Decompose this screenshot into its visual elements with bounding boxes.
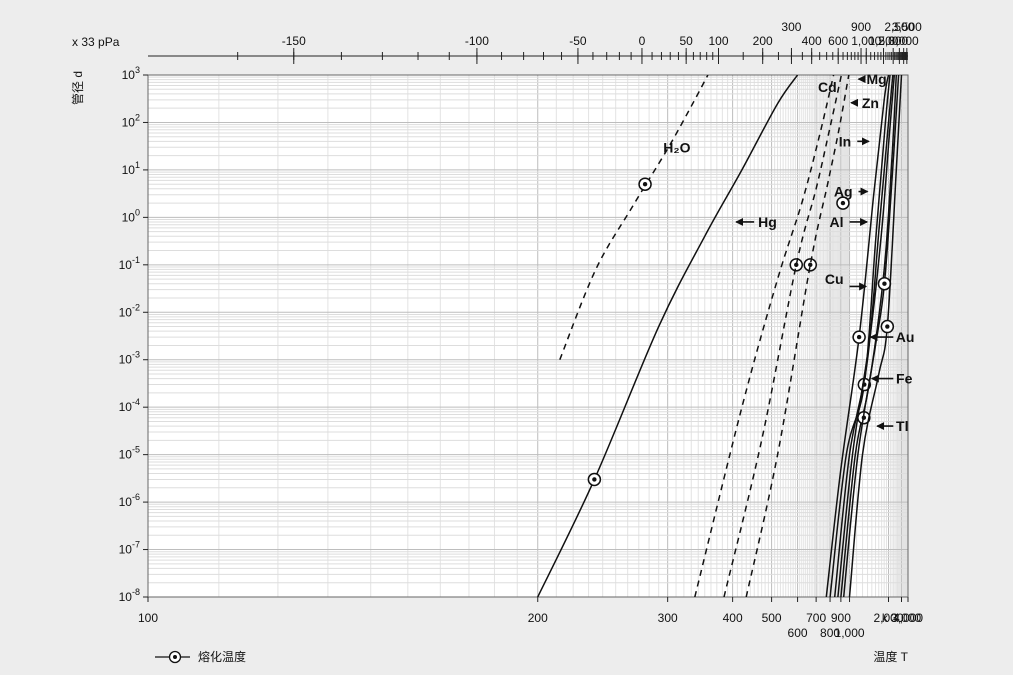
melting-point-dot-h-o bbox=[642, 181, 648, 187]
y-axis-tick-label: 10-6 bbox=[119, 492, 140, 509]
legend-label: 熔化温度 bbox=[198, 649, 246, 664]
series-line-cu bbox=[837, 75, 896, 597]
series-line-tl bbox=[848, 75, 903, 597]
top-axis-tick-label: 400 bbox=[802, 34, 822, 48]
bottom-axis-tick-label: 300 bbox=[658, 611, 678, 625]
plot-area bbox=[148, 75, 908, 597]
y-axis-tick-label: 10-8 bbox=[119, 587, 140, 604]
top-axis-tick-label: 1,000 bbox=[851, 34, 881, 48]
series-label-ag: Ag bbox=[834, 184, 853, 200]
bottom-axis-tick-label: 800 bbox=[820, 626, 840, 640]
series-label-tl: Tl bbox=[896, 418, 908, 434]
y-axis-tick-label: 10-3 bbox=[119, 350, 140, 367]
top-axis-tick-label: 0 bbox=[639, 34, 646, 48]
series-line-fe bbox=[842, 75, 900, 597]
top-axis-tick-label: 600 bbox=[828, 34, 848, 48]
top-axis-tick-label: 50 bbox=[679, 34, 693, 48]
y-axis-title: 管径 d bbox=[70, 71, 85, 105]
top-axis-tick-label: 3,500 bbox=[892, 20, 922, 34]
y-axis-tick-label: 10-1 bbox=[119, 255, 140, 272]
bottom-axis-tick-label: 500 bbox=[762, 611, 782, 625]
top-axis-unit: x 33 pPa bbox=[72, 35, 120, 49]
y-axis-tick-label: 10-5 bbox=[119, 445, 140, 462]
bottom-axis-tick-label: 700 bbox=[806, 611, 826, 625]
series-label-au: Au bbox=[896, 329, 915, 345]
top-axis-tick-label: 900 bbox=[851, 20, 871, 34]
x-axis-title: 温度 T bbox=[873, 649, 908, 664]
bottom-axis-tick-label: 600 bbox=[788, 626, 808, 640]
series-label-mg: Mg bbox=[867, 71, 887, 87]
top-axis-tick-label: 3,000 bbox=[889, 34, 919, 48]
y-axis-tick-label: 10-4 bbox=[119, 397, 140, 414]
bottom-axis-tick-label: 100 bbox=[138, 611, 158, 625]
top-axis-tick-label: -50 bbox=[569, 34, 587, 48]
y-axis-tick-label: 101 bbox=[122, 160, 140, 177]
bottom-axis-tick-label: 2,000 bbox=[873, 611, 903, 625]
plot-frame bbox=[147, 74, 909, 598]
top-axis-tick-label: 2,500 bbox=[884, 20, 914, 34]
melting-point-dot-curve-4 bbox=[840, 200, 846, 206]
melting-point-dot-curve-2 bbox=[794, 262, 799, 268]
melting-point-dot-cd bbox=[808, 262, 813, 268]
y-axis-tick-label: 103 bbox=[122, 65, 140, 82]
y-axis-tick-label: 100 bbox=[122, 207, 140, 224]
series-line-in bbox=[825, 75, 890, 597]
series-label-al: Al bbox=[830, 214, 844, 230]
melting-point-dot-in bbox=[856, 334, 862, 340]
melting-point-dot-tl bbox=[885, 324, 890, 329]
series-label-cu: Cu bbox=[825, 271, 844, 287]
bottom-axis-tick-label: 900 bbox=[831, 611, 851, 625]
top-axis-tick-label: 1,500 bbox=[869, 34, 899, 48]
y-axis-tick-label: 10-2 bbox=[119, 302, 140, 319]
bottom-axis-tick-label: 200 bbox=[528, 611, 548, 625]
series-line-ag bbox=[829, 75, 891, 597]
top-axis-tick-label: 2,000 bbox=[878, 34, 908, 48]
series-label-h-o: H₂O bbox=[663, 139, 690, 155]
series-line-curve-4 bbox=[745, 75, 850, 597]
melting-point-dot-hg bbox=[592, 477, 597, 482]
series-line-hg bbox=[537, 75, 799, 597]
top-axis-tick-label: -150 bbox=[282, 34, 306, 48]
series-line-h-o bbox=[559, 75, 709, 360]
bottom-axis-tick-label: 1,000 bbox=[835, 626, 865, 640]
series-label-in: In bbox=[839, 133, 851, 149]
top-axis-tick-label: 200 bbox=[753, 34, 773, 48]
top-axis-tick-label: 300 bbox=[781, 20, 801, 34]
top-axis-tick-label: -100 bbox=[465, 34, 489, 48]
legend-marker-dot bbox=[173, 655, 177, 659]
bottom-axis-tick-label: 4,000 bbox=[893, 611, 923, 625]
y-axis-tick-label: 10-7 bbox=[119, 540, 140, 557]
series-label-cd: Cd bbox=[818, 79, 837, 95]
series-label-fe: Fe bbox=[896, 371, 913, 387]
top-axis-tick-label: 100 bbox=[708, 34, 728, 48]
series-label-hg: Hg bbox=[758, 214, 777, 230]
y-axis-tick-label: 102 bbox=[122, 112, 140, 129]
melting-point-dot-fe bbox=[882, 281, 887, 286]
series-label-zn: Zn bbox=[862, 95, 879, 111]
series-line-curve-2 bbox=[694, 75, 835, 597]
bottom-axis-tick-label: 400 bbox=[723, 611, 743, 625]
bottom-axis-tick-label: k 3,000 bbox=[882, 611, 922, 625]
